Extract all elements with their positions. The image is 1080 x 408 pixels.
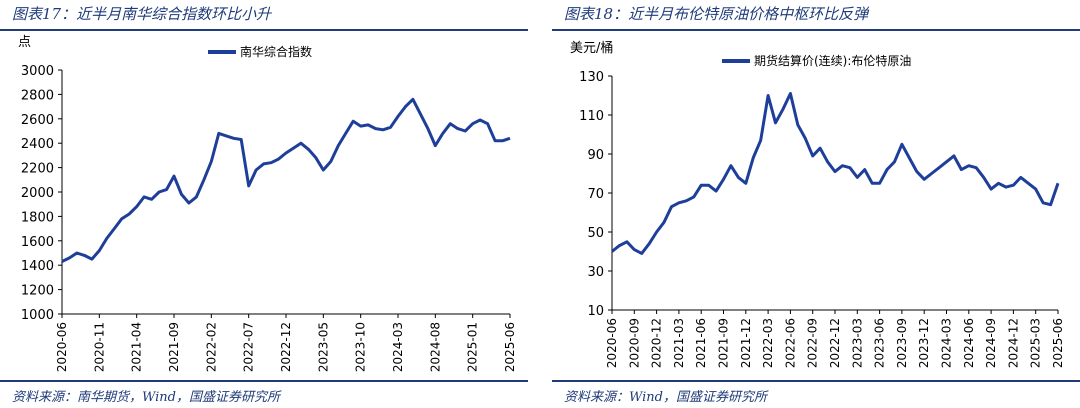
- y-tick-label: 130: [579, 70, 604, 85]
- source-rule: [552, 380, 1080, 382]
- x-tick-label: 2025-06: [503, 322, 517, 372]
- x-tick-label: 2023-06: [873, 318, 887, 368]
- y-tick-label: 2000: [21, 186, 54, 201]
- x-tick-label: 2023-12: [917, 318, 931, 368]
- series-line: [611, 92, 1060, 255]
- legend-label: 南华综合指数: [240, 44, 312, 59]
- y-tick-label: 1600: [21, 235, 54, 250]
- x-tick-label: 2020-11: [92, 322, 106, 372]
- x-tick-label: 2020-09: [627, 318, 641, 368]
- x-tick-label: 2021-04: [130, 322, 144, 372]
- y-tick-label: 70: [587, 187, 604, 202]
- y-tick-label: 90: [587, 148, 604, 163]
- chart-panel-nanhua: 图表17：近半月南华综合指数环比小升 点 1000 1200 1400 1600 1800…: [0, 0, 528, 408]
- x-tick-label: 2021-06: [694, 318, 708, 368]
- legend-label: 期货结算价(连续):布伦特原油: [754, 53, 911, 68]
- x-tick-label: 2023-03: [850, 318, 864, 368]
- x-tick-label: 2022-02: [204, 322, 218, 372]
- y-tick-label: 1400: [21, 259, 54, 274]
- y-tick-label: 30: [587, 265, 604, 280]
- title-rule: [552, 29, 1080, 31]
- x-tick-label: 2024-08: [428, 322, 442, 372]
- x-tick-label: 2025-06: [1051, 318, 1065, 368]
- source-rule: [0, 380, 528, 382]
- y-tick-label: 2600: [21, 113, 54, 128]
- y-tick-label: 3000: [21, 64, 54, 79]
- x-tick-label: 2024-06: [962, 318, 976, 368]
- figure-title: 图表17：近半月南华综合指数环比小升: [12, 5, 272, 23]
- y-tick-label: 2200: [21, 162, 54, 177]
- x-tick-label: 2020-06: [55, 322, 69, 372]
- y-axis-label: 点: [18, 35, 31, 50]
- source-note: 资料来源：Wind，国盛证券研究所: [564, 390, 767, 405]
- x-tick-label: 2021-12: [739, 318, 753, 368]
- figure-title: 图表18：近半月布伦特原油价格中枢环比反弹: [564, 5, 869, 23]
- y-tick-label: 50: [587, 226, 604, 241]
- y-tick-label: 1200: [21, 284, 54, 299]
- y-tick-label: 10: [587, 304, 604, 319]
- chart-panel-brent: 图表18：近半月布伦特原油价格中枢环比反弹 美元/桶 10 30 50 70 90 110 1…: [552, 0, 1080, 408]
- x-tick-label: 2025-01: [466, 322, 480, 372]
- x-tick-label: 2024-03: [391, 322, 405, 372]
- x-tick-label: 2024-09: [984, 318, 998, 368]
- x-tick-label: 2023-10: [354, 322, 368, 372]
- y-tick-label: 1800: [21, 210, 54, 225]
- x-tick-label: 2023-09: [895, 318, 909, 368]
- x-tick-label: 2024-12: [1006, 318, 1020, 368]
- x-tick-label: 2025-03: [1029, 318, 1043, 368]
- x-tick-label: 2024-03: [940, 318, 954, 368]
- x-tick-label: 2023-05: [316, 322, 330, 372]
- title-rule: [0, 29, 528, 31]
- y-tick-label: 2800: [21, 88, 54, 103]
- y-tick-label: 2400: [21, 137, 54, 152]
- x-tick-label: 2022-12: [279, 322, 293, 372]
- y-tick-label: 110: [579, 109, 604, 124]
- x-tick-label: 2021-03: [672, 318, 686, 368]
- series-line: [61, 97, 511, 263]
- y-axis-label: 美元/桶: [570, 41, 613, 56]
- x-tick-label: 2022-07: [242, 322, 256, 372]
- x-tick-label: 2022-06: [783, 318, 797, 368]
- x-tick-label: 2021-09: [717, 318, 731, 368]
- brent-oil-chart: 美元/桶 10 30 50 70 90 110 130 2020-06 2020-09 2020-1…: [570, 41, 1065, 368]
- source-note: 资料来源：南华期货，Wind，国盛证券研究所: [12, 390, 280, 405]
- nanhua-index-chart: 点 1000 1200 1400 1600 1800 2000 2200 2400 2600 280…: [18, 35, 517, 372]
- x-tick-label: 2022-09: [806, 318, 820, 368]
- y-tick-label: 1000: [21, 308, 54, 323]
- x-tick-label: 2022-12: [828, 318, 842, 368]
- x-tick-label: 2022-03: [761, 318, 775, 368]
- x-tick-label: 2021-09: [167, 322, 181, 372]
- x-tick-label: 2020-06: [605, 318, 619, 368]
- x-tick-label: 2020-12: [650, 318, 664, 368]
